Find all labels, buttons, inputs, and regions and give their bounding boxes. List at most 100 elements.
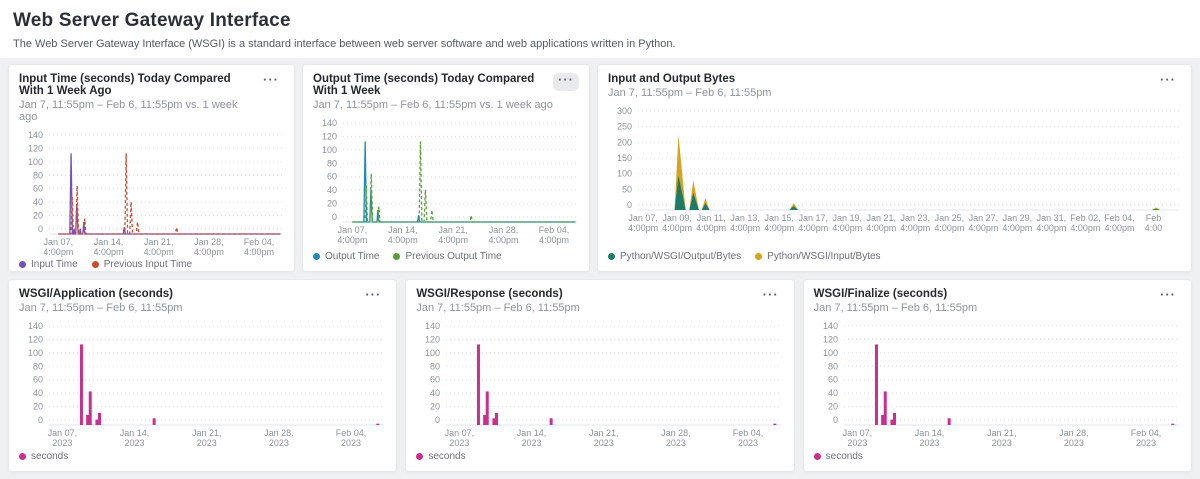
svg-text:300: 300 <box>617 106 632 116</box>
svg-text:Jan 14,2023: Jan 14, 2023 <box>517 428 547 448</box>
svg-text:50: 50 <box>622 184 632 194</box>
svg-text:140: 140 <box>425 321 440 331</box>
svg-text:100: 100 <box>28 157 43 167</box>
svg-text:0: 0 <box>627 200 632 210</box>
panel-wsgi-response: WSGI/Response (seconds) Jan 7, 11:55pm –… <box>405 279 795 472</box>
svg-text:0: 0 <box>332 212 337 222</box>
svg-text:60: 60 <box>430 375 440 385</box>
panel-head: WSGI/Finalize (seconds) Jan 7, 11:55pm –… <box>814 288 1181 314</box>
svg-text:Jan 07,4:00pm: Jan 07, 4:00pm <box>43 237 73 257</box>
svg-text:60: 60 <box>33 375 43 385</box>
svg-text:Jan 21,2023: Jan 21, 2023 <box>589 428 619 448</box>
svg-text:140: 140 <box>28 321 43 331</box>
chart-input-time[interactable]: 0 20 40 60 80 100 120 140 Jan 07, 4:00pm Jan 14, 4:… <box>19 127 284 257</box>
legend-label: Python/WSGI/Input/Bytes <box>767 251 881 262</box>
chart-output-time[interactable]: 0 20 40 60 80 100 120 140 Jan 07, 4:00pm Jan 14, 4:… <box>313 115 579 245</box>
svg-text:80: 80 <box>33 361 43 371</box>
legend-dot-icon <box>755 253 763 260</box>
svg-text:Feb 04,2023: Feb 04, 2023 <box>1130 428 1161 448</box>
legend-item[interactable]: Input Time <box>19 259 78 270</box>
svg-text:0: 0 <box>435 415 440 425</box>
svg-text:120: 120 <box>322 131 337 141</box>
svg-text:Jan 28,2023: Jan 28, 2023 <box>264 428 294 448</box>
legend-label: Python/WSGI/Output/Bytes <box>620 251 742 262</box>
legend: seconds <box>813 449 1181 463</box>
legend-item[interactable]: Previous Input Time <box>91 259 193 270</box>
legend: seconds <box>19 449 386 463</box>
panel-subtitle: Jan 7, 11:55pm – Feb 6, 11:55pm <box>416 302 580 314</box>
chart-wsgi-response[interactable]: 0 20 40 60 80 100 120 140 Jan 07, 2023 Jan 14, 2023… <box>416 318 783 448</box>
panel-subtitle: Jan 7, 11:55pm – Feb 6, 11:55pm <box>608 87 772 99</box>
svg-text:60: 60 <box>33 184 43 194</box>
chart-canvas: 0 20 40 60 80 100 120 140 Jan 07, 2023 Jan 14, 2023… <box>28 321 384 448</box>
legend-item[interactable]: Output Time <box>313 251 379 262</box>
panel-title: Input Time (seconds) Today Compared With… <box>19 73 231 97</box>
ellipsis-menu-icon[interactable]: ··· <box>258 73 284 91</box>
svg-text:Jan 07,2023: Jan 07, 2023 <box>445 428 475 448</box>
svg-text:140: 140 <box>322 118 337 128</box>
svg-text:20: 20 <box>327 199 337 209</box>
svg-text:20: 20 <box>33 402 43 412</box>
svg-text:Jan 31,4:00pm: Jan 31, 4:00pm <box>1036 213 1066 233</box>
legend: Output Time Previous Output Time <box>313 249 579 263</box>
svg-text:20: 20 <box>33 211 43 221</box>
chart-canvas: 0 20 40 60 80 100 120 140 Jan 07, 2023 Jan 14, 2023… <box>823 321 1179 448</box>
panel-output-time: Output Time (seconds) Today Compared Wit… <box>302 64 590 272</box>
svg-text:Jan 15,4:00pm: Jan 15, 4:00pm <box>764 213 794 233</box>
legend-dot-icon <box>608 253 615 260</box>
svg-text:Feb 04,4:00pm: Feb 04, 4:00pm <box>244 237 275 257</box>
svg-text:Jan 07,2023: Jan 07, 2023 <box>842 428 872 448</box>
svg-text:Jan 21,4:00pm: Jan 21, 4:00pm <box>866 213 896 233</box>
svg-text:20: 20 <box>828 402 838 412</box>
panel-input-output-bytes: Input and Output Bytes Jan 7, 11:55pm – … <box>597 64 1192 272</box>
panel-subtitle: Jan 7, 11:55pm – Feb 6, 11:55pm <box>813 302 978 314</box>
svg-text:140: 140 <box>823 321 838 331</box>
svg-text:100: 100 <box>322 145 337 155</box>
panel-input-time: Input Time (seconds) Today Compared With… <box>8 64 295 272</box>
chart-wsgi-finalize[interactable]: 0 20 40 60 80 100 120 140 Jan 07, 2023 Jan 14, 2023… <box>814 318 1181 448</box>
chart-input-output-bytes[interactable]: 0 50 100 150 200 250 300 Jan 07, 4:00pm Jan 09, 4:… <box>608 103 1181 233</box>
svg-text:Feb 04,2023: Feb 04, 2023 <box>733 428 764 448</box>
svg-text:120: 120 <box>823 334 838 344</box>
page-header: Web Server Gateway Interface The Web Ser… <box>0 0 1200 58</box>
chart-wsgi-application[interactable]: 0 20 40 60 80 100 120 140 Jan 07, 2023 Jan 14, 2023… <box>19 318 386 448</box>
legend-item[interactable]: seconds <box>416 451 466 462</box>
panel-title: WSGI/Finalize (seconds) <box>813 288 948 300</box>
legend-item[interactable]: seconds <box>19 451 68 462</box>
legend: seconds <box>416 449 783 463</box>
ellipsis-menu-icon[interactable]: ··· <box>1155 73 1181 91</box>
svg-text:100: 100 <box>28 348 43 358</box>
legend-label: Previous Input Time <box>103 259 193 270</box>
legend-item[interactable]: Python/WSGI/Input/Bytes <box>755 251 881 262</box>
svg-text:Feb 02,4:00pm: Feb 02, 4:00pm <box>1070 213 1101 233</box>
svg-text:Jan 14,4:00pm: Jan 14, 4:00pm <box>388 225 418 245</box>
svg-text:Jan 21,2023: Jan 21, 2023 <box>987 428 1017 448</box>
legend-dot-icon <box>19 453 26 460</box>
legend-label: Output Time <box>325 251 380 262</box>
legend-item[interactable]: seconds <box>813 451 863 462</box>
svg-text:0: 0 <box>38 224 43 234</box>
svg-text:100: 100 <box>617 169 632 179</box>
ellipsis-menu-icon[interactable]: ··· <box>1155 288 1181 306</box>
svg-text:250: 250 <box>617 122 632 132</box>
svg-text:20: 20 <box>430 402 440 412</box>
legend-item[interactable]: Previous Output Time <box>393 251 502 262</box>
svg-text:Jan 14,4:00pm: Jan 14, 4:00pm <box>93 237 123 257</box>
svg-text:Jan 28,4:00pm: Jan 28, 4:00pm <box>489 225 519 245</box>
svg-text:40: 40 <box>430 388 440 398</box>
legend-label: Previous Output Time <box>405 251 502 262</box>
svg-text:Jan 21,2023: Jan 21, 2023 <box>192 428 222 448</box>
svg-text:80: 80 <box>33 170 43 180</box>
ellipsis-menu-icon[interactable]: ··· <box>360 288 386 306</box>
svg-text:100: 100 <box>823 348 838 358</box>
ellipsis-menu-icon[interactable]: ··· <box>758 288 784 306</box>
panel-wsgi-application: WSGI/Application (seconds) Jan 7, 11:55p… <box>8 279 398 472</box>
legend-label: seconds <box>31 451 69 462</box>
svg-text:Jan 28,2023: Jan 28, 2023 <box>661 428 691 448</box>
legend-item[interactable]: Python/WSGI/Output/Bytes <box>608 251 741 262</box>
svg-text:Jan 27,4:00pm: Jan 27, 4:00pm <box>968 213 998 233</box>
ellipsis-menu-icon[interactable]: ··· <box>553 73 579 91</box>
svg-text:Jan 17,4:00pm: Jan 17, 4:00pm <box>798 213 828 233</box>
